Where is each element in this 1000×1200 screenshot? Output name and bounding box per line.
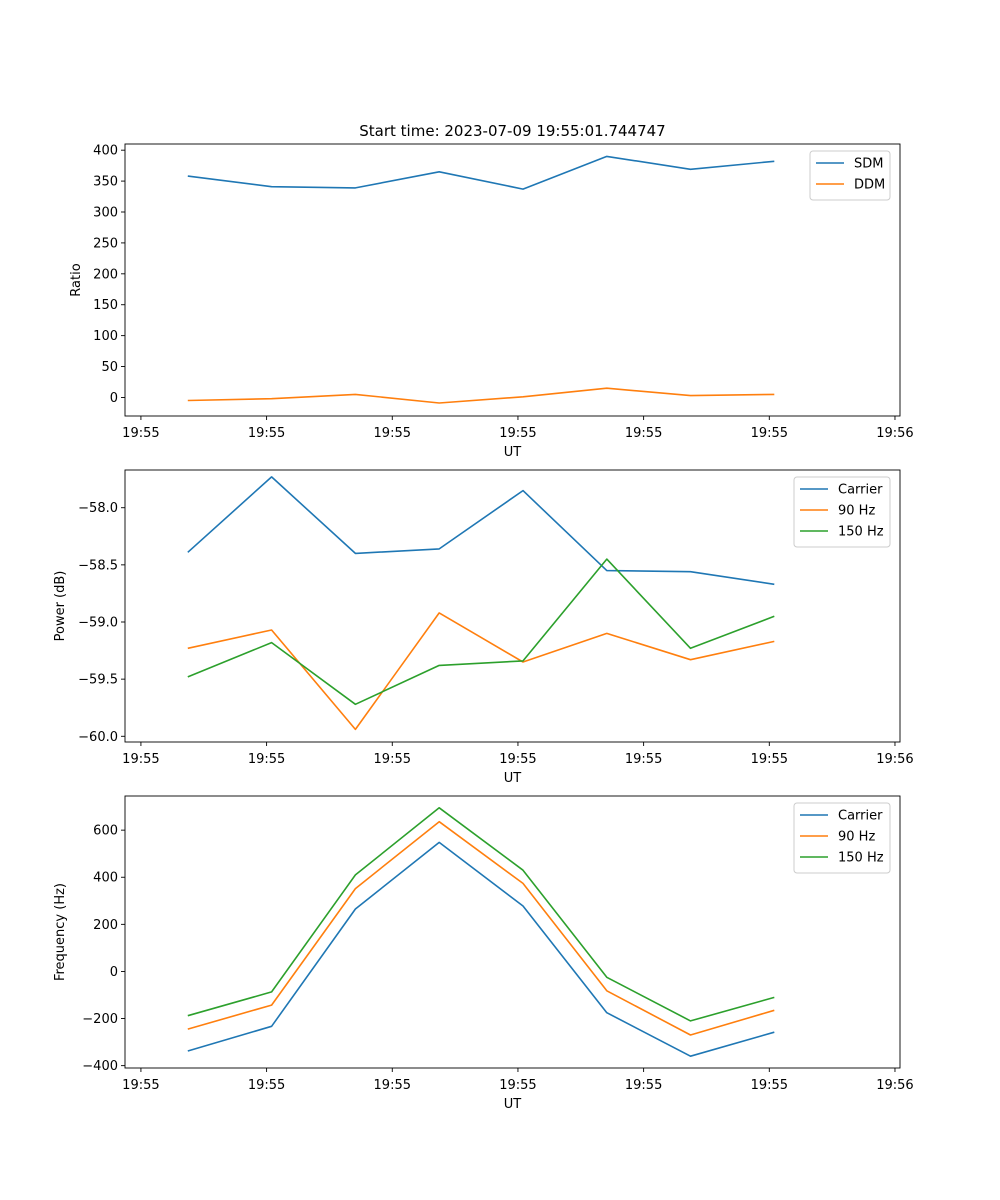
- x-tick-label: 19:55: [248, 426, 285, 441]
- x-tick-label: 19:55: [499, 1078, 536, 1093]
- legend-box: [793, 476, 891, 548]
- y-tick-label: −60.0: [78, 730, 118, 745]
- series-line-ddm: [187, 387, 775, 404]
- x-tick-label: 19:55: [751, 752, 788, 767]
- series-line-150-hz: [187, 558, 775, 706]
- y-tick-label: 200: [93, 267, 118, 282]
- x-tick-label: 19:55: [499, 752, 536, 767]
- x-tick-label: 19:55: [374, 426, 411, 441]
- legend: Carrier 90 Hz 150 Hz: [793, 476, 891, 548]
- axes-frame: [124, 143, 901, 417]
- y-tick-label: −58.5: [78, 558, 118, 573]
- x-tick-label: 19:55: [751, 426, 788, 441]
- x-tick-label: 19:55: [374, 752, 411, 767]
- series-line-150-hz: [187, 806, 775, 1022]
- x-tick-label: 19:55: [122, 1078, 159, 1093]
- x-tick-label: 19:55: [248, 752, 285, 767]
- legend-label: 150 Hz: [838, 525, 884, 540]
- y-tick-label: −59.0: [78, 616, 118, 631]
- x-tick-label: 19:56: [876, 1078, 913, 1093]
- y-tick-label: 600: [93, 824, 118, 839]
- x-tick-label: 19:55: [122, 752, 159, 767]
- y-tick-label: 350: [93, 175, 118, 190]
- subplot-1: 0 50 100 150 200 250 300 350 400 19:55 19:55 19:55 1…: [69, 143, 914, 460]
- y-tick-label: −59.5: [78, 673, 118, 688]
- x-axis-label: UT: [504, 771, 522, 786]
- y-tick-label: 250: [93, 236, 118, 251]
- x-tick-label: 19:55: [751, 1078, 788, 1093]
- series-line-90-hz: [187, 612, 775, 731]
- figure-title: Start time: 2023-07-09 19:55:01.744747: [359, 122, 665, 140]
- subplot-3: −400 −200 0 200 400 600 19:55 19:55 19:55 19:55 19…: [53, 795, 914, 1112]
- subplot-2: −60.0 −59.5 −59.0 −58.5 −58.0 19:55 19:55 19:55…: [53, 469, 914, 786]
- x-axis-label: UT: [504, 1097, 522, 1112]
- series-line-sdm: [187, 155, 775, 190]
- axes-frame: [124, 795, 901, 1069]
- x-tick-label: 19:55: [625, 1078, 662, 1093]
- legend-label: Carrier: [838, 809, 883, 824]
- x-tick-label: 19:55: [122, 426, 159, 441]
- y-tick-label: 0: [110, 965, 118, 980]
- series-line-carrier: [187, 841, 775, 1057]
- legend: SDM DDM: [809, 150, 891, 201]
- legend-label: 90 Hz: [838, 830, 875, 845]
- y-tick-label: 0: [110, 391, 118, 406]
- y-axis-label: Ratio: [69, 263, 84, 296]
- legend-label: Carrier: [838, 483, 883, 498]
- legend-box: [793, 802, 891, 874]
- y-tick-label: 200: [93, 918, 118, 933]
- legend-label: 90 Hz: [838, 504, 875, 519]
- x-tick-label: 19:56: [876, 752, 913, 767]
- y-tick-label: −400: [82, 1059, 118, 1074]
- legend: Carrier 90 Hz 150 Hz: [793, 802, 891, 874]
- series-line-90-hz: [187, 820, 775, 1036]
- subplots: 0 50 100 150 200 250 300 350 400 19:55 19:55 19:55 1…: [53, 143, 914, 1112]
- legend-label: SDM: [854, 157, 883, 172]
- y-tick-label: 150: [93, 298, 118, 313]
- x-tick-label: 19:56: [876, 426, 913, 441]
- x-axis-label: UT: [504, 445, 522, 460]
- y-tick-label: −58.0: [78, 501, 118, 516]
- y-tick-label: 100: [93, 329, 118, 344]
- x-tick-label: 19:55: [374, 1078, 411, 1093]
- y-tick-label: 50: [101, 360, 118, 375]
- y-axis-label: Power (dB): [53, 571, 68, 642]
- x-tick-label: 19:55: [248, 1078, 285, 1093]
- legend-label: DDM: [854, 178, 885, 193]
- y-tick-label: 400: [93, 144, 118, 159]
- y-axis-label: Frequency (Hz): [53, 883, 68, 981]
- axes-frame: [124, 469, 901, 743]
- x-tick-label: 19:55: [625, 426, 662, 441]
- y-tick-label: 400: [93, 871, 118, 886]
- y-tick-label: −200: [82, 1012, 118, 1027]
- y-tick-label: 300: [93, 206, 118, 221]
- x-tick-label: 19:55: [499, 426, 536, 441]
- x-tick-label: 19:55: [625, 752, 662, 767]
- series-line-carrier: [187, 476, 775, 586]
- legend-label: 150 Hz: [838, 851, 884, 866]
